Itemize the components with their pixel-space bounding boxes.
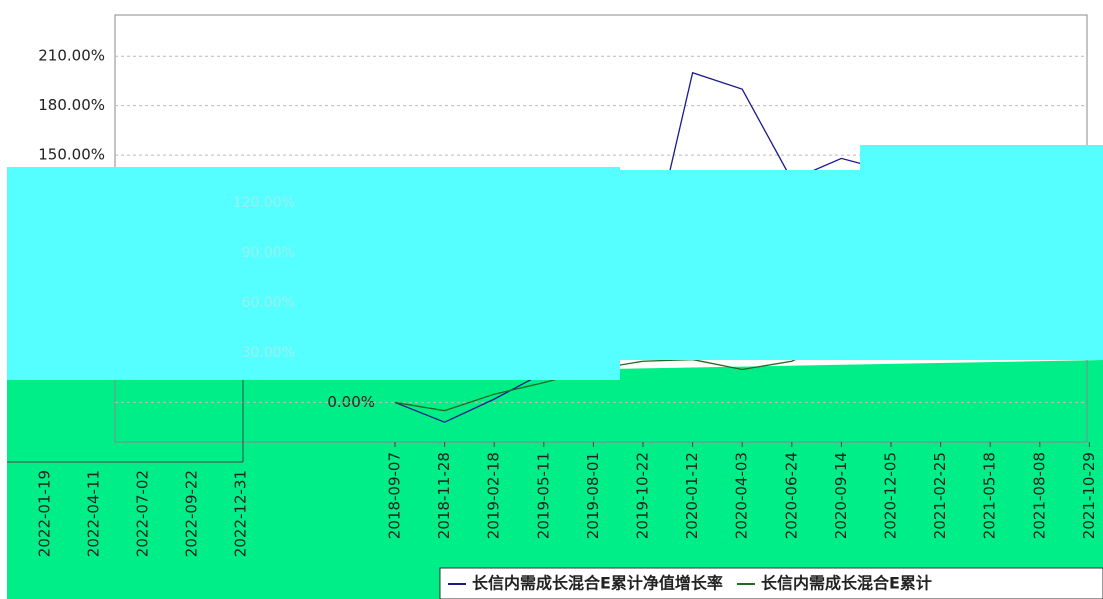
legend-label: 长信内需成长混合E累计	[761, 574, 932, 593]
cyan-block	[860, 145, 1103, 360]
overlay-label: 60.00%	[242, 295, 295, 311]
overlay-label: 90.00%	[242, 245, 295, 261]
x-tick-label: 2019-05-11	[534, 452, 552, 539]
inset-x-label: 2022-07-02	[134, 470, 152, 557]
x-tick-label: 2021-05-18	[981, 452, 999, 539]
x-tick-label: 2019-02-18	[485, 452, 503, 539]
legend-items: 长信内需成长混合E累计净值增长率 长信内需成长混合E累计	[448, 574, 932, 593]
legend-label: 长信内需成长混合E累计净值增长率	[472, 574, 723, 593]
inset-axis: 2022-01-19 2022-04-11 2022-07-02 2022-09-22…	[36, 470, 250, 557]
legend	[439, 567, 1103, 599]
x-tick-label: 2021-10-29	[1080, 452, 1098, 539]
main-chart: 0.00%150.00%180.00%210.00%2018-09-07 2018…	[38, 47, 1098, 539]
inset-x-label: 2022-01-19	[36, 470, 54, 557]
overlay-label: 30.00%	[242, 345, 295, 361]
y-tick-label: 180.00%	[38, 96, 105, 114]
x-tick-label: 2021-02-25	[931, 452, 949, 539]
x-tick-label: 2021-08-08	[1030, 452, 1048, 539]
y-tick-label: 210.00%	[38, 47, 105, 65]
overlay-label: 120.00%	[233, 195, 295, 211]
x-tick-label: 2019-10-22	[634, 452, 652, 539]
green-block	[7, 360, 1103, 599]
x-tick-label: 2020-06-24	[782, 452, 800, 539]
x-tick-label: 2019-08-01	[584, 452, 602, 539]
x-tick-label: 2020-09-14	[832, 452, 850, 539]
y-tick-label: 150.00%	[38, 146, 105, 164]
cyan-block	[7, 167, 620, 380]
cyan-block	[600, 170, 900, 360]
x-tick-label: 2020-04-03	[733, 452, 751, 539]
overlay-labels: 120.00% 90.00% 60.00% 30.00%	[233, 195, 295, 361]
inset-x-label: 2022-09-22	[183, 470, 201, 557]
x-tick-label: 2020-12-05	[882, 452, 900, 539]
inset-x-label: 2022-04-11	[85, 470, 103, 557]
x-tick-label: 2018-11-28	[435, 452, 453, 539]
x-tick-label: 2018-09-07	[386, 452, 404, 539]
x-tick-label: 2020-01-12	[683, 452, 701, 539]
inset-x-label: 2022-12-31	[232, 470, 250, 557]
